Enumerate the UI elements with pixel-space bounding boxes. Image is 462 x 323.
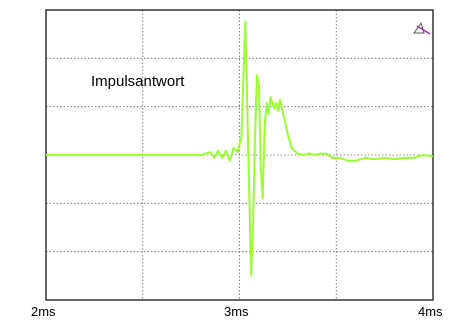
triangle-probe-icon[interactable] (413, 21, 431, 35)
annotation-label: Impulsantwort (91, 73, 185, 90)
x-tick-label-2ms: 2ms (31, 304, 56, 319)
impulse-response-trace (46, 20, 434, 277)
x-tick-label-3ms: 3ms (224, 304, 249, 319)
x-tick-label-4ms: 4ms (418, 304, 443, 319)
